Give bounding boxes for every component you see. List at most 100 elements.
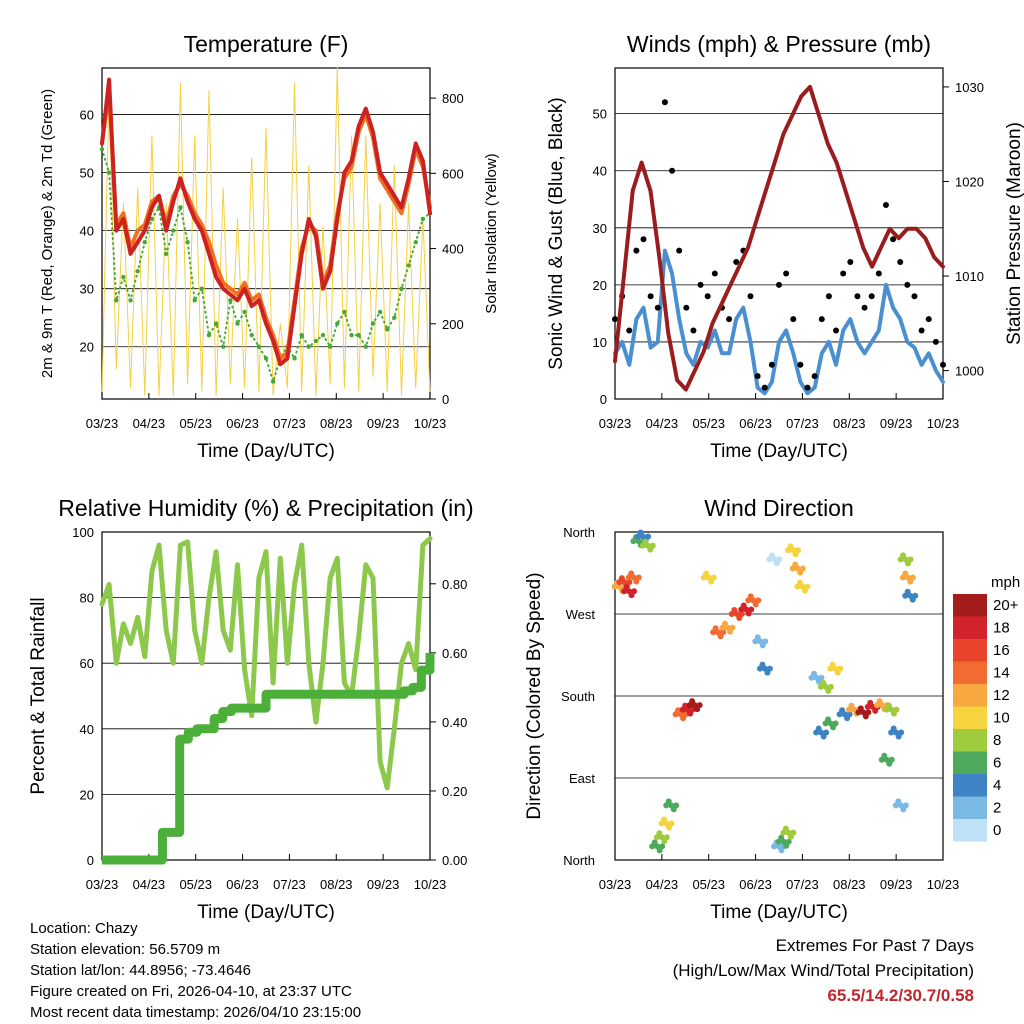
gust-point (661, 99, 668, 106)
wind-direction-xtick-label: 08/23 (833, 877, 866, 892)
chart-wind-direction: Wind Direction Time (Day/UTC) 03/23 04/23 05… (524, 495, 1020, 923)
winds-ytick-right-label: 1020 (955, 174, 984, 189)
station-location: Location: Chazy (30, 920, 138, 937)
direction-point (799, 565, 806, 572)
gust-point (783, 270, 790, 277)
wind-direction-xtick-label: 10/23 (927, 877, 960, 892)
direction-point (762, 638, 769, 645)
speed-legend-swatch (953, 661, 987, 684)
speed-legend-label: 6 (993, 755, 1001, 772)
rh-precip-ytick-label: 20 (80, 787, 94, 802)
recent-timestamp: Most recent data timestamp: 2026/04/10 2… (30, 1004, 362, 1021)
direction-point (888, 756, 895, 763)
gust-point (626, 327, 633, 334)
temperature-xtick-label: 04/23 (133, 416, 166, 431)
direction-point (785, 838, 792, 845)
winds-xtick-label: 10/23 (927, 416, 960, 431)
direction-point (912, 592, 919, 599)
winds-ylabel-left: Sonic Wind & Gust (Blue, Black) (546, 97, 567, 369)
rh-precip-xtick-label: 10/23 (414, 877, 447, 892)
rh-precip-xlabel: Time (Day/UTC) (197, 902, 335, 923)
winds-xtick-label: 04/23 (646, 416, 679, 431)
direction-point (865, 709, 872, 716)
gust-point (640, 236, 647, 243)
chart-temperature: Temperature (F) Time (Day/UTC) 03/23 04/23 0… (39, 31, 500, 462)
direction-point (682, 711, 689, 718)
winds-xtick-label: 09/23 (880, 416, 913, 431)
wind-direction-xtick-label: 04/23 (646, 877, 679, 892)
direction-point (893, 706, 900, 713)
rh-precip-ytick-label: 0 (87, 853, 94, 868)
speed-legend-swatch (953, 616, 987, 639)
gust-point (776, 281, 782, 288)
humidity-line (99, 536, 433, 791)
rh-precip-xtick-label: 03/23 (86, 877, 119, 892)
gust-point (825, 293, 832, 300)
extremes-subtitle: (High/Low/Max Wind/Total Precipitation) (672, 961, 974, 980)
speed-legend-swatch (953, 594, 987, 617)
gust-point (804, 384, 811, 391)
rh-precip-xtick-label: 05/23 (179, 877, 212, 892)
gust-point (890, 236, 897, 243)
winds-xtick-label: 08/23 (833, 416, 866, 431)
direction-point (673, 802, 680, 809)
direction-point (818, 674, 825, 681)
gust-point (811, 373, 818, 380)
gust-point (633, 247, 640, 254)
wind-direction-xtick-label: 03/23 (599, 877, 632, 892)
rh-precip-ytick-label: 40 (80, 722, 94, 737)
direction-point (795, 547, 802, 554)
gust-point (918, 327, 925, 334)
gust-point (932, 338, 939, 345)
rh-precip-ytick-right-label: 0.20 (442, 784, 467, 799)
speed-legend-label: 0 (993, 822, 1001, 839)
temperature-ytick-right-label: 0 (442, 392, 449, 407)
rh-precip-ytick-right-label: 0.00 (442, 853, 467, 868)
temperature-ytick-right-label: 800 (442, 91, 464, 106)
wind-direction-xtick-label: 07/23 (786, 877, 819, 892)
wind-direction-title: Wind Direction (704, 495, 854, 521)
rh-precip-ytick-label: 100 (72, 525, 94, 540)
direction-point (827, 683, 834, 690)
direction-ytick-label: North (563, 525, 595, 540)
speed-legend-label: 4 (993, 777, 1001, 794)
gust-point (833, 327, 840, 334)
winds-xlabel: Time (Day/UTC) (710, 441, 848, 462)
speed-legend-label: 18 (993, 620, 1010, 637)
gust-point (868, 293, 875, 300)
temperature-ytick-right-label: 200 (442, 317, 464, 332)
speed-legend-title: mph (991, 574, 1020, 591)
speed-legend-label: 10 (993, 710, 1010, 727)
speed-legend-label: 14 (993, 665, 1010, 682)
gust-point (790, 316, 797, 323)
winds-ylabel-right: Station Pressure (Maroon) (1004, 122, 1024, 345)
gust-point (875, 270, 882, 277)
speed-legend-swatch (953, 729, 987, 752)
temperature-xtick-label: 09/23 (367, 416, 400, 431)
winds-xtick-label: 05/23 (692, 416, 725, 431)
temperature-xtick-label: 07/23 (273, 416, 306, 431)
dewpoint-line (101, 148, 431, 383)
direction-point (663, 834, 670, 841)
gust-point (697, 281, 704, 288)
temperature-ylabel-left: 2m & 9m T (Red, Orange) & 2m Td (Green) (39, 89, 56, 378)
direction-point (766, 665, 773, 672)
gust-point (704, 293, 711, 300)
temperature-xtick-label: 03/23 (86, 416, 119, 431)
temperature-title: Temperature (F) (184, 31, 349, 57)
wind-direction-xlabel: Time (Day/UTC) (710, 902, 848, 923)
rh-precip-ytick-right-label: 0.60 (442, 646, 467, 661)
direction-point (635, 574, 642, 581)
direction-point (720, 629, 727, 636)
direction-ylabel: Direction (Colored By Speed) (524, 572, 545, 819)
speed-legend-label: 2 (993, 800, 1001, 817)
temperature-ylabel-right: Solar Insolation (Yellow) (483, 153, 500, 313)
direction-point (832, 720, 839, 727)
extremes-values: 65.5/14.2/30.7/0.58 (827, 986, 974, 1005)
temperature-xtick-label: 05/23 (179, 416, 212, 431)
gust-point (733, 259, 740, 266)
gust-point (726, 316, 733, 323)
direction-ytick-label: West (566, 607, 596, 622)
station-elevation: Station elevation: 56.5709 m (30, 941, 221, 958)
